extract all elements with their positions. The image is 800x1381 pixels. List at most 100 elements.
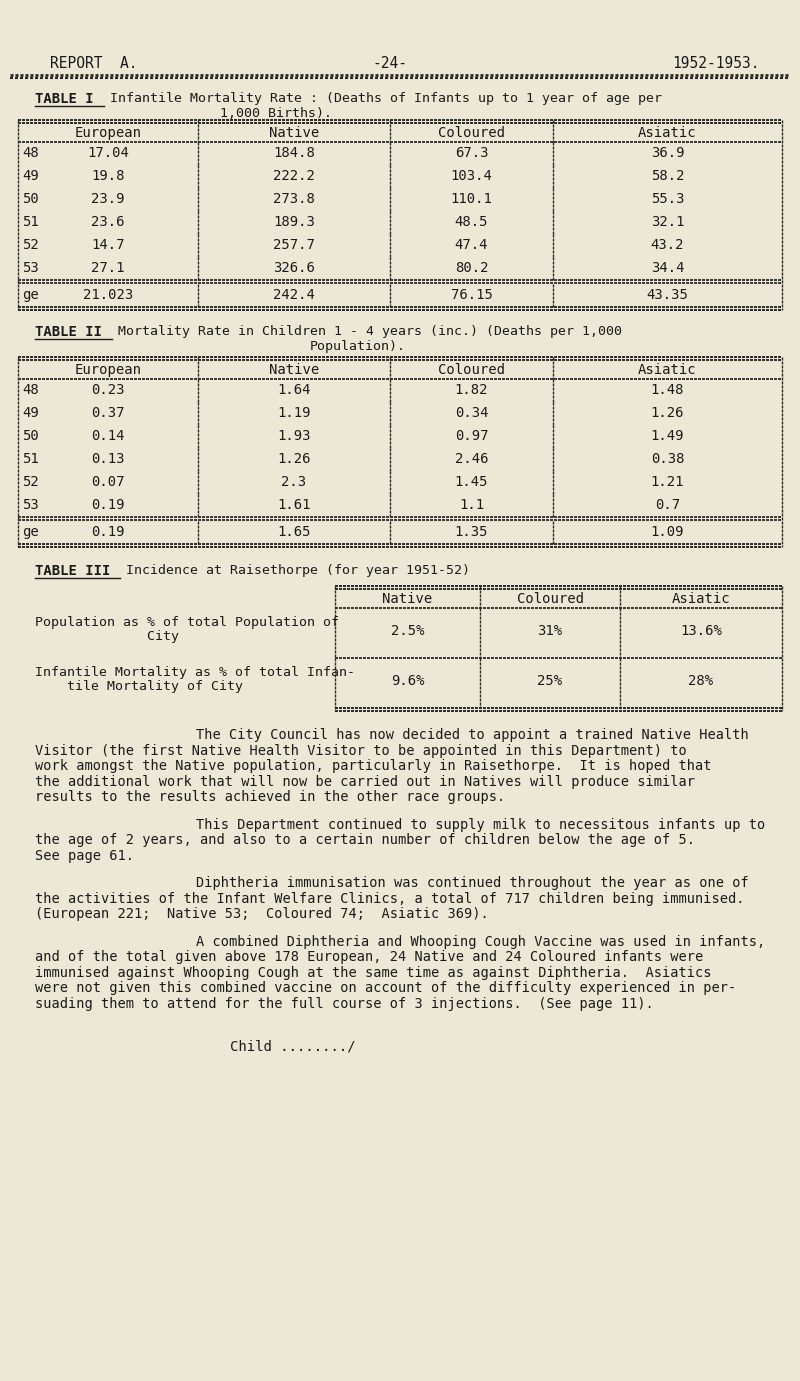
Text: 0.19: 0.19	[91, 499, 125, 512]
Text: tile Mortality of City: tile Mortality of City	[35, 679, 243, 693]
Text: Incidence at Raisethorpe (for year 1951-52): Incidence at Raisethorpe (for year 1951-…	[126, 563, 470, 577]
Text: 47.4: 47.4	[454, 238, 488, 251]
Text: 9.6%: 9.6%	[390, 674, 424, 688]
Text: and of the total given above 178 European, 24 Native and 24 Coloured infants wer: and of the total given above 178 Europea…	[35, 950, 703, 964]
Text: suading them to attend for the full course of 3 injections.  (See page 11).: suading them to attend for the full cour…	[35, 997, 654, 1011]
Text: Infantile Mortality as % of total Infan-: Infantile Mortality as % of total Infan-	[35, 666, 355, 679]
Text: 242.4: 242.4	[273, 289, 315, 302]
Text: 53: 53	[22, 261, 38, 275]
Text: 257.7: 257.7	[273, 238, 315, 251]
Text: 1.45: 1.45	[454, 475, 488, 489]
Text: 1.19: 1.19	[278, 406, 310, 420]
Text: 80.2: 80.2	[454, 261, 488, 275]
Text: 1.26: 1.26	[278, 452, 310, 465]
Text: The City Council has now decided to appoint a trained Native Health: The City Council has now decided to appo…	[130, 728, 749, 742]
Text: 0.14: 0.14	[91, 429, 125, 443]
Text: 23.9: 23.9	[91, 192, 125, 206]
Text: 1.82: 1.82	[454, 383, 488, 396]
Text: 17.04: 17.04	[87, 146, 129, 160]
Text: Child ......../: Child ......../	[230, 1039, 356, 1052]
Text: 25%: 25%	[538, 674, 562, 688]
Text: 1.61: 1.61	[278, 499, 310, 512]
Text: 0.07: 0.07	[91, 475, 125, 489]
Text: A combined Diphtheria and Whooping Cough Vaccine was used in infants,: A combined Diphtheria and Whooping Cough…	[130, 935, 766, 949]
Text: European: European	[74, 363, 142, 377]
Text: 76.15: 76.15	[450, 289, 493, 302]
Text: Asiatic: Asiatic	[638, 126, 697, 139]
Text: 273.8: 273.8	[273, 192, 315, 206]
Text: REPORT  A.: REPORT A.	[50, 57, 138, 70]
Text: Diphtheria immunisation was continued throughout the year as one of: Diphtheria immunisation was continued th…	[130, 876, 749, 889]
Text: 49: 49	[22, 168, 38, 184]
Text: 53: 53	[22, 499, 38, 512]
Text: 23.6: 23.6	[91, 215, 125, 229]
Text: ge: ge	[22, 289, 38, 302]
Text: 2.5%: 2.5%	[390, 624, 424, 638]
Text: 31%: 31%	[538, 624, 562, 638]
Text: See page 61.: See page 61.	[35, 848, 134, 863]
Text: Mortality Rate in Children 1 - 4 years (inc.) (Deaths per 1,000: Mortality Rate in Children 1 - 4 years (…	[118, 325, 622, 338]
Text: 1.1: 1.1	[459, 499, 484, 512]
Text: 50: 50	[22, 429, 38, 443]
Text: 1.26: 1.26	[650, 406, 684, 420]
Text: work amongst the Native population, particularly in Raisethorpe.  It is hoped th: work amongst the Native population, part…	[35, 760, 711, 773]
Text: ge: ge	[22, 525, 38, 539]
Text: 1.64: 1.64	[278, 383, 310, 396]
Text: 0.13: 0.13	[91, 452, 125, 465]
Text: TABLE III: TABLE III	[35, 563, 110, 579]
Text: Visitor (the first Native Health Visitor to be appointed in this Department) to: Visitor (the first Native Health Visitor…	[35, 743, 686, 758]
Text: 48.5: 48.5	[454, 215, 488, 229]
Text: Population as % of total Population of: Population as % of total Population of	[35, 616, 339, 628]
Text: TABLE II: TABLE II	[35, 325, 102, 338]
Text: 0.19: 0.19	[91, 525, 125, 539]
Text: were not given this combined vaccine on account of the difficulty experienced in: were not given this combined vaccine on …	[35, 981, 736, 994]
Text: 1.93: 1.93	[278, 429, 310, 443]
Text: 103.4: 103.4	[450, 168, 493, 184]
Text: Asiatic: Asiatic	[672, 592, 730, 606]
Text: European: European	[74, 126, 142, 139]
Text: 1.65: 1.65	[278, 525, 310, 539]
Text: 1.35: 1.35	[454, 525, 488, 539]
Text: 184.8: 184.8	[273, 146, 315, 160]
Text: the activities of the Infant Welfare Clinics, a total of 717 children being immu: the activities of the Infant Welfare Cli…	[35, 892, 745, 906]
Text: 52: 52	[22, 238, 38, 251]
Text: 2.3: 2.3	[282, 475, 306, 489]
Text: 19.8: 19.8	[91, 168, 125, 184]
Text: 58.2: 58.2	[650, 168, 684, 184]
Text: 50: 50	[22, 192, 38, 206]
Text: 27.1: 27.1	[91, 261, 125, 275]
Text: 21.023: 21.023	[83, 289, 133, 302]
Text: 326.6: 326.6	[273, 261, 315, 275]
Text: 43.2: 43.2	[650, 238, 684, 251]
Text: 0.38: 0.38	[650, 452, 684, 465]
Text: City: City	[35, 630, 179, 644]
Text: 13.6%: 13.6%	[680, 624, 722, 638]
Text: 110.1: 110.1	[450, 192, 493, 206]
Text: 49: 49	[22, 406, 38, 420]
Text: Population).: Population).	[310, 340, 406, 354]
Text: 14.7: 14.7	[91, 238, 125, 251]
Text: 48: 48	[22, 146, 38, 160]
Text: 36.9: 36.9	[650, 146, 684, 160]
Text: 0.34: 0.34	[454, 406, 488, 420]
Text: 1.48: 1.48	[650, 383, 684, 396]
Text: results to the results achieved in the other race groups.: results to the results achieved in the o…	[35, 790, 506, 804]
Text: 43.35: 43.35	[646, 289, 689, 302]
Text: 48: 48	[22, 383, 38, 396]
Text: Coloured: Coloured	[517, 592, 583, 606]
Text: This Department continued to supply milk to necessitous infants up to: This Department continued to supply milk…	[130, 818, 766, 831]
Text: (European 221;  Native 53;  Coloured 74;  Asiatic 369).: (European 221; Native 53; Coloured 74; A…	[35, 907, 489, 921]
Text: 0.7: 0.7	[655, 499, 680, 512]
Text: Native: Native	[269, 363, 319, 377]
Text: 0.97: 0.97	[454, 429, 488, 443]
Text: 51: 51	[22, 452, 38, 465]
Text: 1.21: 1.21	[650, 475, 684, 489]
Text: 1952-1953.: 1952-1953.	[673, 57, 760, 70]
Text: 0.37: 0.37	[91, 406, 125, 420]
Text: 189.3: 189.3	[273, 215, 315, 229]
Text: 1,000 Births).: 1,000 Births).	[220, 106, 332, 120]
Text: immunised against Whooping Cough at the same time as against Diphtheria.  Asiati: immunised against Whooping Cough at the …	[35, 965, 711, 979]
Text: -24-: -24-	[373, 57, 407, 70]
Text: 55.3: 55.3	[650, 192, 684, 206]
Text: 1.49: 1.49	[650, 429, 684, 443]
